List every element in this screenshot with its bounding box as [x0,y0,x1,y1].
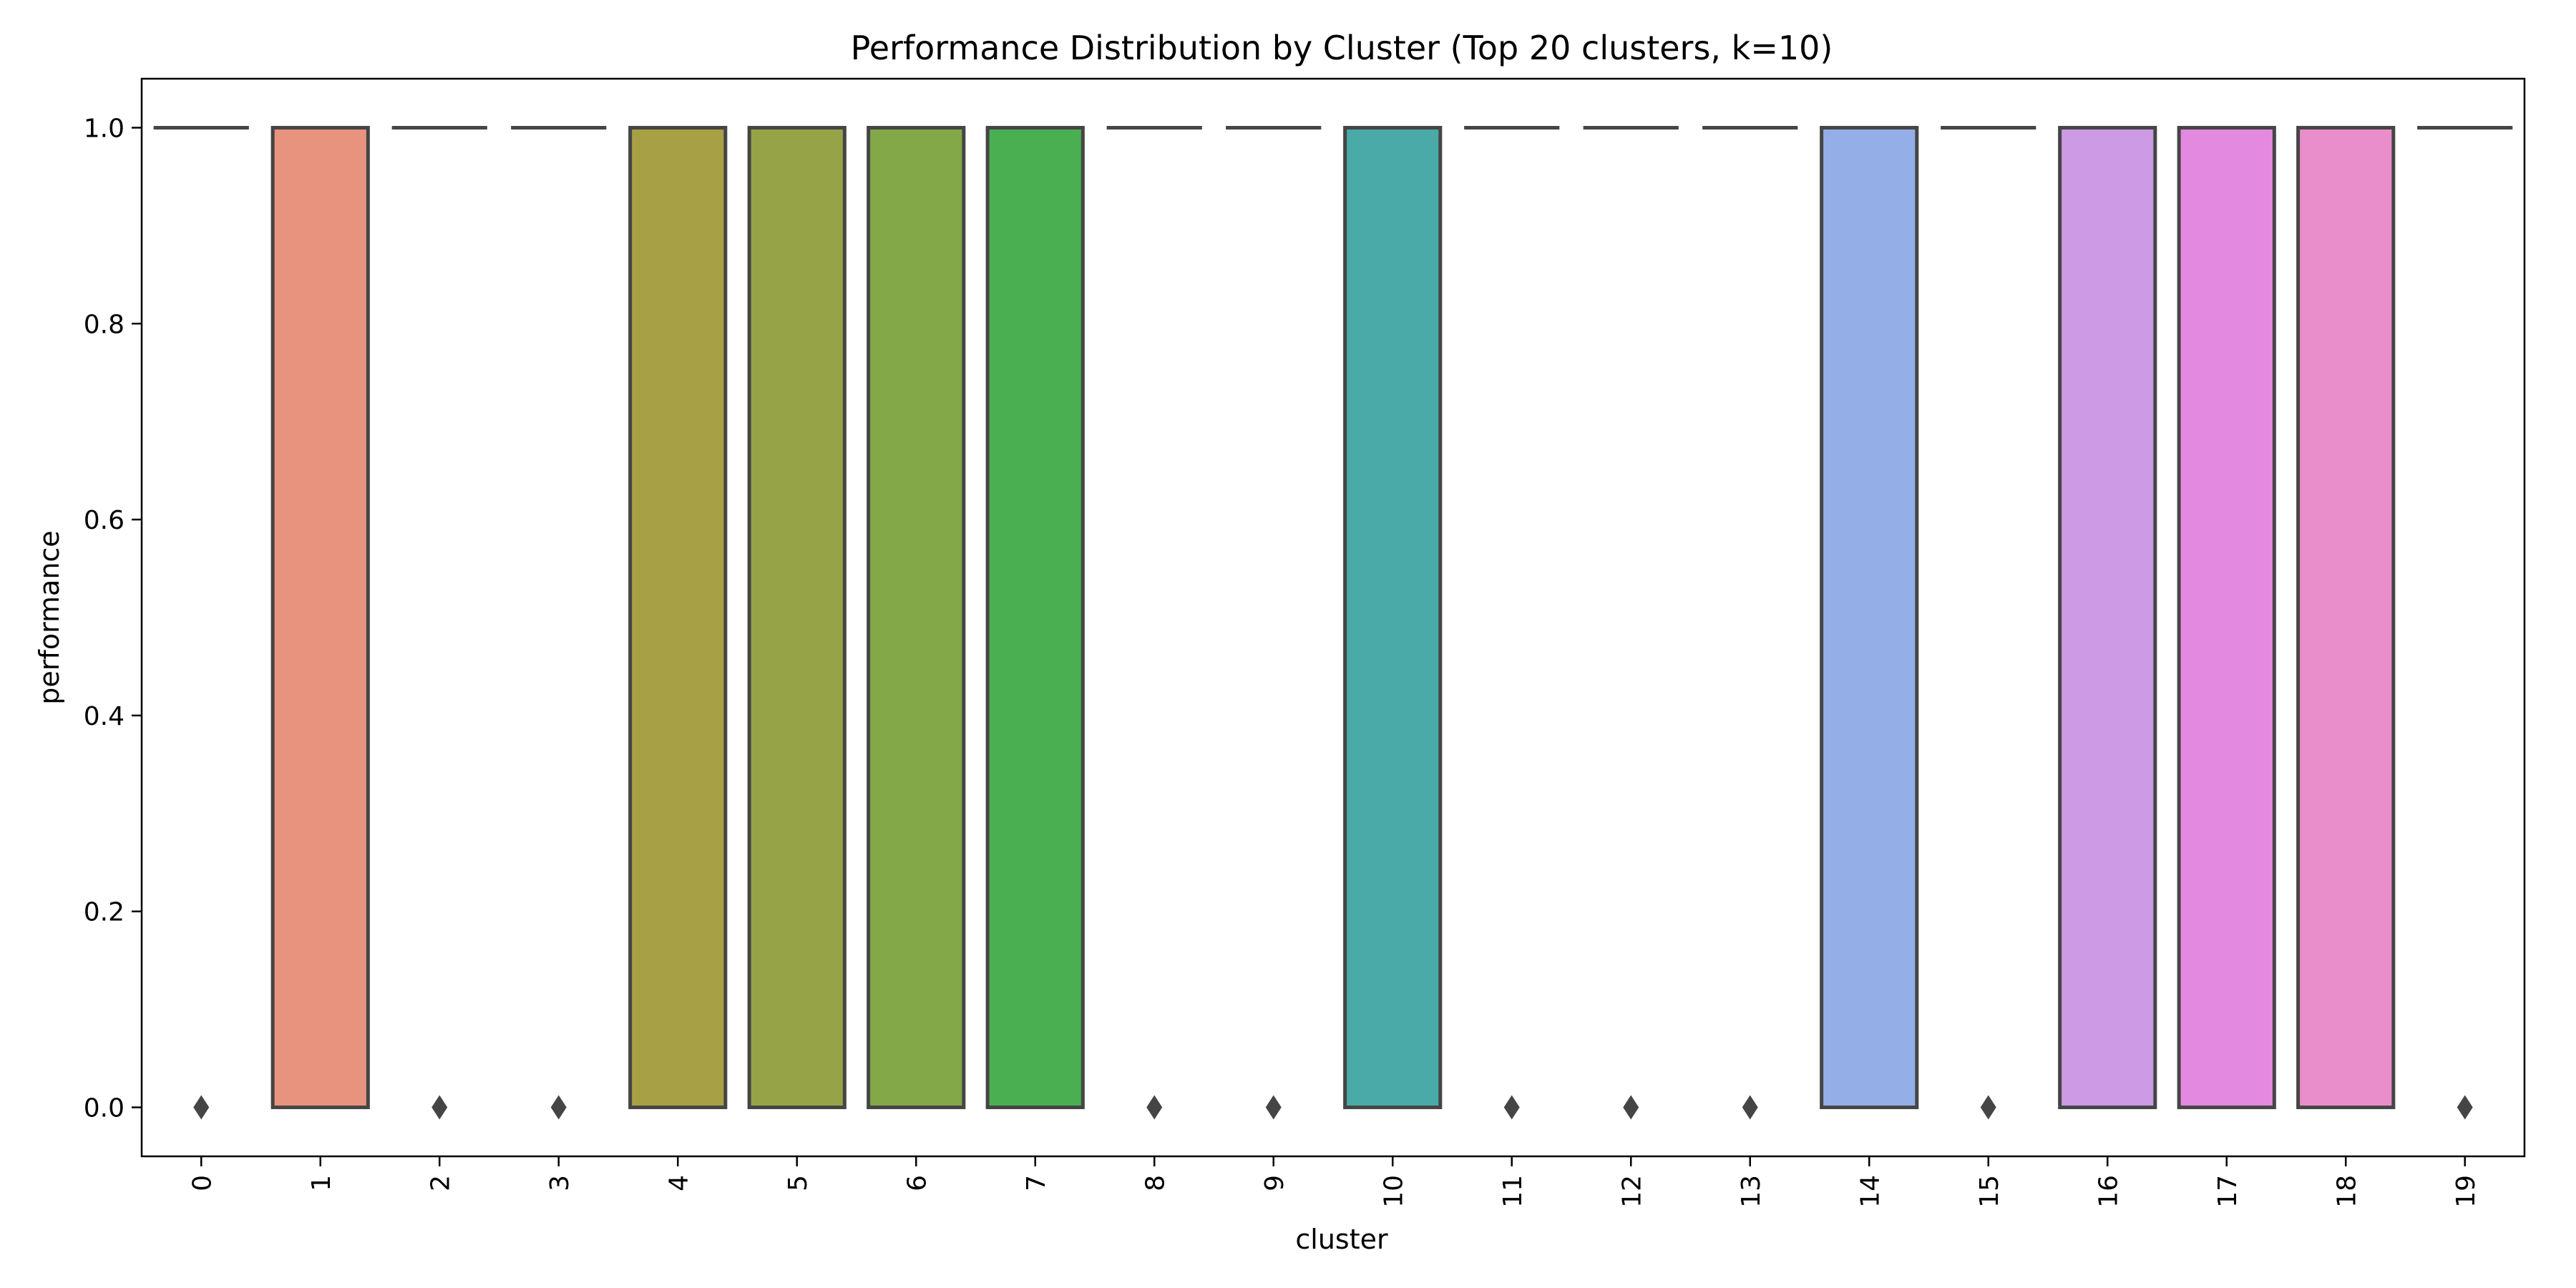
outlier-2-0 [431,1095,448,1120]
box-7 [985,125,1085,1110]
plot-area [153,125,2513,1120]
box-17 [2177,125,2276,1110]
box-group-6 [867,125,966,1110]
x-tick-label-8: 8 [1141,1175,1170,1191]
x-tick-label-9: 9 [1260,1175,1289,1191]
box-1 [270,125,370,1110]
y-tick-label-0.8: 0.8 [84,310,125,339]
chart-title: Performance Distribution by Cluster (Top… [851,29,1833,67]
y-tick-label-0.2: 0.2 [84,898,125,927]
box-group-19 [2417,125,2513,1120]
outlier-8-0 [1146,1095,1163,1120]
box-14 [1820,125,1919,1110]
outlier-12-0 [1623,1095,1639,1120]
outlier-13-0 [1742,1095,1758,1120]
box-4 [628,125,728,1110]
x-tick-label-0: 0 [187,1175,217,1191]
box-group-3 [511,125,607,1120]
x-tick-label-1: 1 [307,1175,336,1191]
plot-frame [140,77,2526,1158]
y-tick-label-0.4: 0.4 [84,702,125,731]
x-tick-label-11: 11 [1498,1175,1528,1208]
y-axis-label: performance [34,530,65,704]
box-group-1 [270,125,370,1110]
x-tick-label-6: 6 [902,1175,932,1191]
outlier-11-0 [1503,1095,1520,1120]
y-tick-label-0.6: 0.6 [84,506,125,535]
axes: 0.00.20.40.60.81.00 1 2 3 4 5 6 7 8 9 10 11 12 13 14 15… [84,114,2481,1207]
outlier-19-0 [2457,1095,2473,1120]
box-group-0 [153,125,249,1120]
box-group-2 [391,125,487,1120]
box-group-13 [1702,125,1798,1120]
box-group-8 [1106,125,1202,1120]
box-16 [2058,125,2157,1110]
box-10 [1343,125,1443,1110]
y-tick-label-0.0: 0.0 [84,1094,125,1123]
box-group-17 [2177,125,2276,1110]
x-tick-label-7: 7 [1022,1175,1051,1191]
box-group-18 [2296,125,2396,1110]
outlier-3-0 [550,1095,567,1120]
box-group-4 [628,125,728,1110]
box-group-7 [985,125,1085,1110]
box-18 [2296,125,2396,1110]
x-tick-label-18: 18 [2332,1175,2361,1208]
x-tick-label-3: 3 [545,1175,575,1191]
outlier-0-0 [193,1095,210,1120]
x-axis-label: cluster [1295,1224,1388,1255]
x-tick-label-2: 2 [426,1175,455,1191]
box-group-5 [747,125,847,1110]
y-tick-label-1.0: 1.0 [84,114,125,143]
x-tick-label-5: 5 [784,1175,813,1191]
x-tick-label-14: 14 [1855,1175,1885,1208]
outlier-15-0 [1980,1095,1996,1120]
box-group-15 [1941,125,2036,1120]
box-group-10 [1343,125,1443,1110]
x-tick-label-17: 17 [2213,1175,2243,1208]
box-group-14 [1820,125,1919,1110]
x-tick-label-13: 13 [1737,1175,1766,1208]
x-tick-label-16: 16 [2094,1175,2123,1208]
box-6 [867,125,966,1110]
x-tick-label-12: 12 [1617,1175,1646,1208]
x-tick-label-4: 4 [664,1175,693,1191]
x-tick-label-19: 19 [2451,1175,2481,1208]
box-group-9 [1226,125,1322,1120]
box-group-11 [1464,125,1560,1120]
x-tick-label-10: 10 [1379,1175,1408,1208]
x-tick-label-15: 15 [1975,1175,2004,1208]
outlier-9-0 [1265,1095,1282,1120]
box-5 [747,125,847,1110]
box-group-12 [1583,125,1679,1120]
box-group-16 [2058,125,2157,1110]
